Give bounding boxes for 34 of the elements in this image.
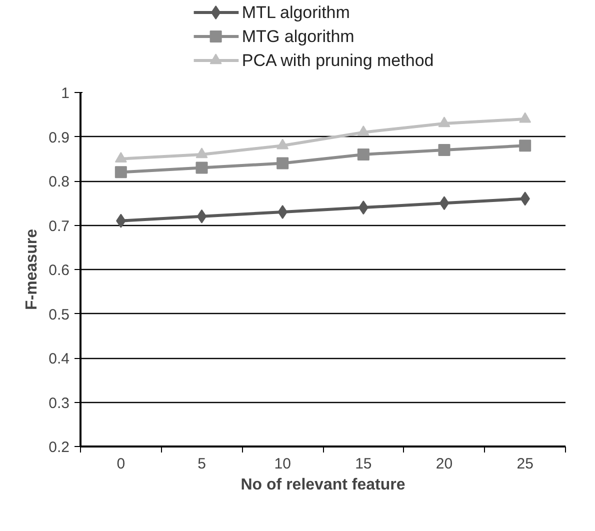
point (519, 112, 532, 123)
x-tick-label: 5 (198, 456, 206, 472)
point (114, 166, 127, 178)
point (196, 209, 207, 224)
point (438, 144, 450, 156)
legend-label: MTL algorithm (242, 3, 350, 22)
y-tick-label: 0.9 (48, 129, 70, 146)
y-axis-title: F-measure (24, 228, 41, 310)
point (438, 116, 450, 128)
y-tick-label: 1 (61, 85, 70, 102)
x-tick-label: 10 (274, 456, 291, 472)
point (357, 148, 370, 160)
point (276, 157, 289, 170)
point (439, 196, 450, 210)
point (357, 125, 370, 136)
y-tick-label: 0.8 (48, 174, 70, 190)
point (196, 162, 208, 174)
point (196, 148, 208, 158)
y-tick-label: 0.5 (48, 306, 70, 324)
x-tick-label: 25 (516, 456, 534, 472)
x-axis-title: No of relevant feature (240, 476, 406, 494)
y-tick-label: 0.6 (48, 262, 70, 279)
point (114, 152, 127, 163)
x-tick-label: 15 (355, 456, 372, 472)
y-tick-label: 0.2 (48, 439, 70, 456)
x-tick-label: 0 (116, 456, 126, 472)
legend-label: PCA with pruning method (242, 51, 434, 70)
y-tick-label: 0.3 (48, 394, 70, 412)
y-tick-label: 0.7 (48, 218, 70, 235)
y-tick-label: 0.4 (48, 350, 70, 368)
legend-label: MTG algorithm (242, 27, 354, 46)
point (519, 140, 532, 152)
x-tick-label: 20 (436, 456, 453, 472)
point (276, 138, 289, 150)
